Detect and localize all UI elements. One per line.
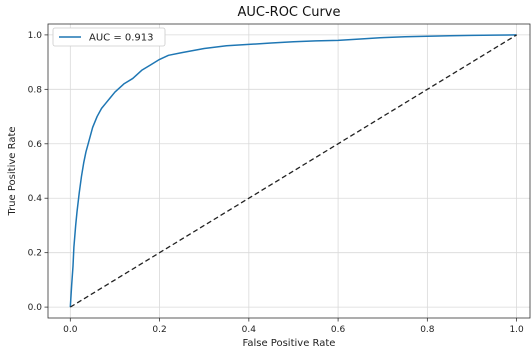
legend-box [52,27,166,47]
y-tick-label: 0.2 [28,249,42,259]
x-tick-label: 0.6 [331,325,346,335]
y-tick-label: 0.0 [28,303,43,313]
legend-label: AUC = 0.913 [89,33,154,44]
y-ticks: 0.0 0.2 0.4 0.6 0.8 1.0 [28,31,48,313]
plot-frame [47,23,531,319]
y-tick-label: 0.4 [28,194,43,204]
x-ticks: 0.0 0.2 0.4 0.6 0.8 1.0 [63,318,524,335]
chart-title: AUC-ROC Curve [237,5,340,20]
x-tick-label: 1.0 [509,325,524,335]
x-tick-label: 0.0 [63,325,78,335]
y-axis-label: True Positive Rate [7,126,18,216]
y-tick-label: 0.8 [28,85,43,95]
x-tick-label: 0.8 [420,325,435,335]
x-tick-label: 0.2 [152,325,166,335]
diagonal-reference-line [69,34,517,308]
legend: AUC = 0.913 [52,27,166,47]
y-tick-label: 0.6 [28,140,43,150]
x-axis-label: False Positive Rate [243,338,336,349]
x-tick-label: 0.4 [242,325,257,335]
series-layer [69,34,517,308]
y-tick-label: 1.0 [28,31,43,41]
roc-curve-line [69,34,517,308]
